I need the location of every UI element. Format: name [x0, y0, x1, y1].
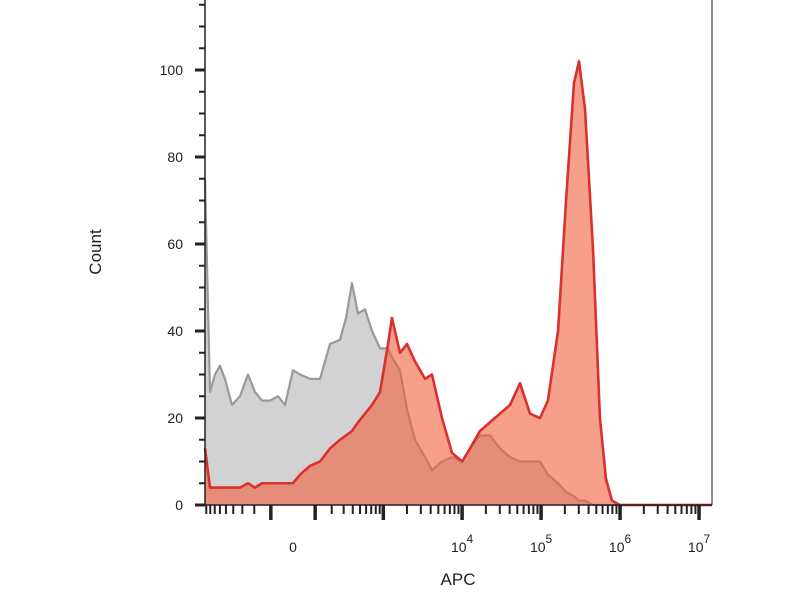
x-tick-exponent: 5: [546, 532, 553, 546]
x-tick-label: 104: [451, 532, 474, 555]
x-tick-label: 105: [530, 532, 553, 555]
x-axis-title: APC: [441, 570, 476, 589]
x-ticks: 0 104 105 106 107: [205, 505, 711, 555]
x-tick-label: 106: [609, 532, 632, 555]
y-ticks: 0 20 40 60 80 100: [160, 3, 205, 513]
y-tick-label: 100: [160, 62, 184, 78]
series-1-area: [205, 61, 712, 506]
x-tick-exponent: 4: [467, 532, 474, 546]
x-tick-base: 10: [451, 539, 467, 555]
x-tick-base: 0: [289, 539, 297, 555]
y-axis-title: Count: [86, 229, 105, 275]
x-tick-exponent: 6: [625, 532, 632, 546]
y-tick-label: 20: [167, 410, 183, 426]
series-0-area: [205, 178, 712, 505]
x-tick-base: 10: [530, 539, 546, 555]
series-layer: [203, 59, 712, 507]
series-1-line: [203, 59, 712, 507]
y-tick-label: 80: [167, 149, 183, 165]
y-tick-label: 40: [167, 323, 183, 339]
x-tick-label: 0: [289, 539, 297, 555]
y-tick-label: 60: [167, 236, 183, 252]
x-tick-exponent: 7: [703, 532, 710, 546]
x-tick-base: 10: [609, 539, 625, 555]
x-tick-label: 107: [688, 532, 711, 555]
x-tick-base: 10: [688, 539, 704, 555]
y-tick-label: 0: [175, 497, 183, 513]
